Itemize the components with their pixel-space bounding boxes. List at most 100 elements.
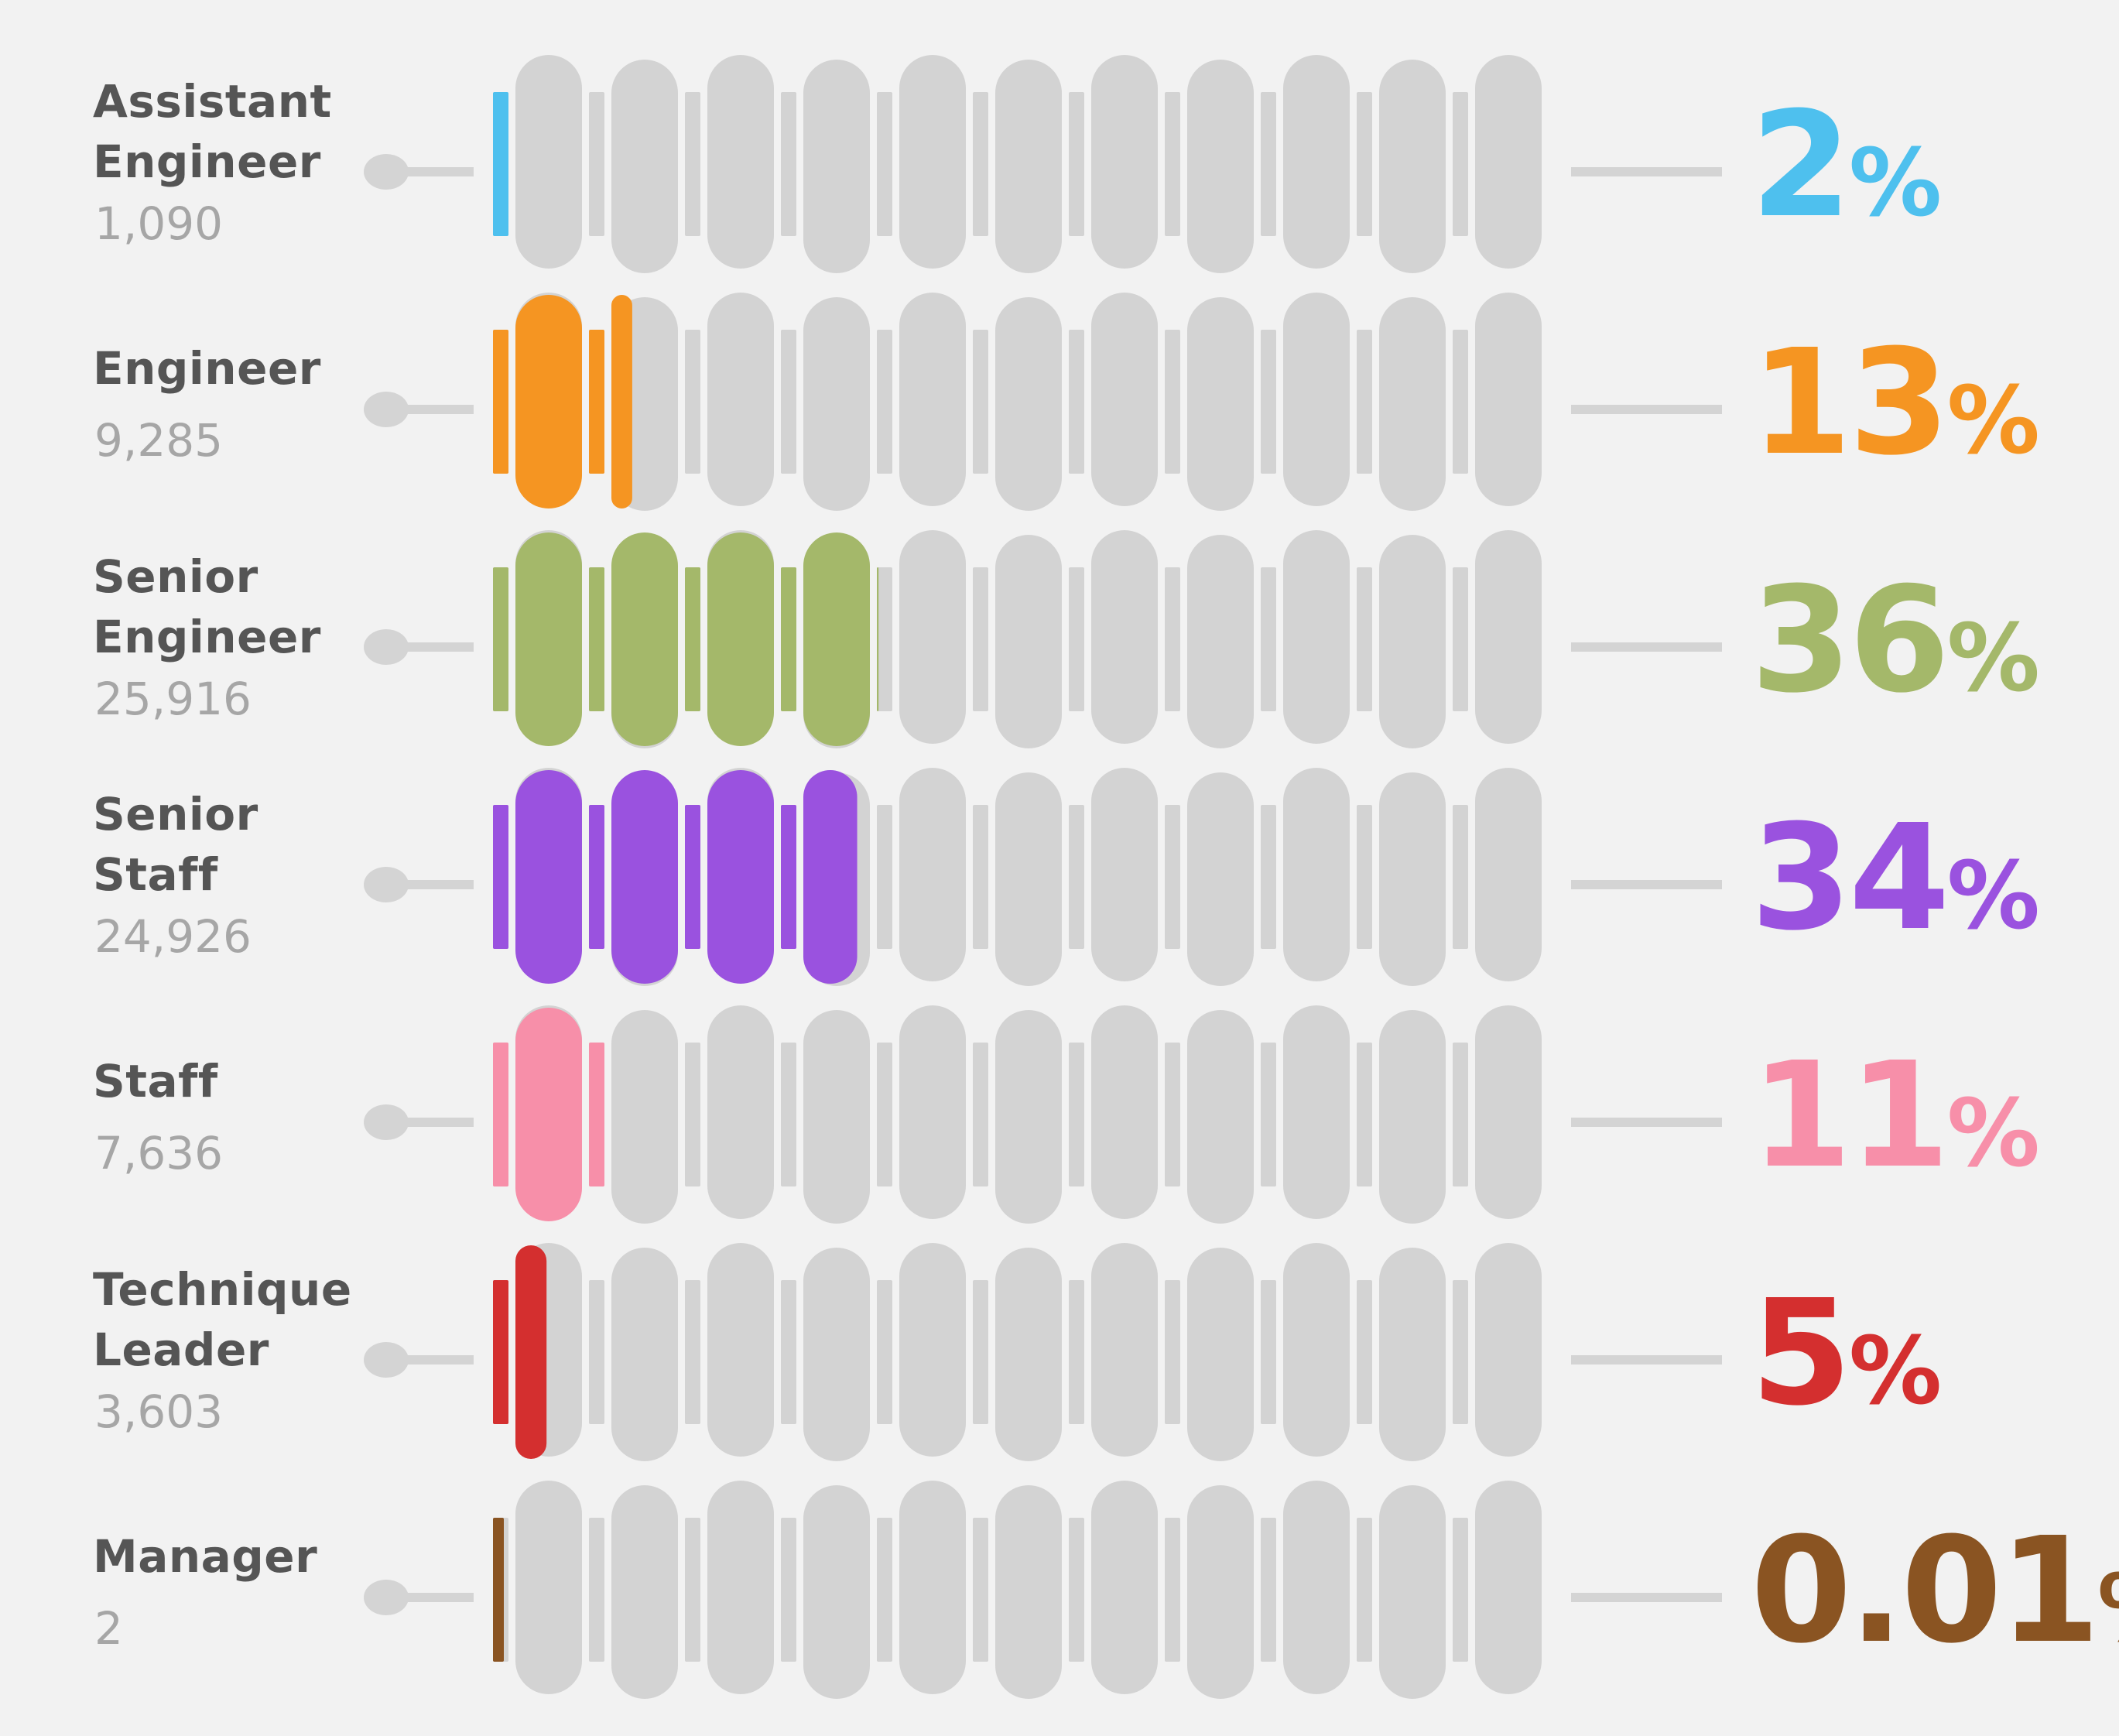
connector-line [402, 880, 474, 889]
track-column [1091, 293, 1158, 506]
track-column [899, 768, 966, 981]
connector-line [402, 167, 474, 176]
track-column [1091, 768, 1158, 981]
value-bar-fin [589, 330, 604, 474]
track-column [1475, 1243, 1542, 1457]
track-column [803, 1248, 870, 1461]
chart-row: Senior Engineer 25,916 36% [0, 523, 2119, 755]
track-fin [589, 1518, 604, 1662]
track-column [1283, 768, 1350, 981]
value-bar-column [515, 770, 582, 984]
track-column [995, 60, 1062, 273]
track-fin [1453, 92, 1468, 236]
track-fin [973, 92, 988, 236]
track-fin [685, 1043, 700, 1186]
category-label: Manager [93, 1530, 318, 1583]
track-column [1091, 55, 1158, 269]
radiator-bar [493, 1481, 1542, 1699]
chart-row: Manager 2 0.01% [0, 1474, 2119, 1706]
track-fin [877, 567, 892, 711]
track-fin [973, 330, 988, 474]
category-label: Technique Leader [93, 1263, 352, 1376]
category-count: 3,603 [94, 1385, 224, 1438]
value-bar-fin [493, 1043, 508, 1186]
radiator-bar [493, 768, 1542, 986]
track-column [515, 1481, 582, 1694]
track-fin [1453, 1518, 1468, 1662]
value-bar-fin [493, 1518, 504, 1662]
percent-value: 34 [1751, 793, 1950, 963]
percent-label: 11% [1751, 1039, 2040, 1212]
track-fin [589, 1280, 604, 1424]
track-fin [1357, 567, 1372, 711]
percent-label: 36% [1751, 563, 2040, 737]
connector-line [1571, 642, 1722, 652]
track-column [899, 293, 966, 506]
track-fin [1261, 1518, 1276, 1662]
track-column [515, 55, 582, 269]
track-fin [1261, 1280, 1276, 1424]
track-column [707, 1243, 774, 1457]
radiator-bar [493, 1005, 1542, 1224]
radiator-bar [493, 55, 1542, 273]
track-fin [1165, 1043, 1180, 1186]
track-fin [1357, 1043, 1372, 1186]
percent-sign: % [1946, 368, 2040, 475]
value-bar-fin [685, 805, 700, 949]
track-fin [1069, 1043, 1084, 1186]
track-fin [1165, 567, 1180, 711]
track-column [707, 1005, 774, 1219]
category-label: Assistant Engineer [93, 75, 332, 188]
value-bar-column [707, 532, 774, 746]
value-bar-column [515, 295, 582, 508]
track-fin [1165, 1280, 1180, 1424]
connector-line [402, 642, 474, 652]
value-bar-fin [493, 92, 508, 236]
value-bar-fin [493, 330, 508, 474]
chart-row: Senior Staff 24,926 34% [0, 761, 2119, 993]
track-fin [973, 1280, 988, 1424]
track-fin [1165, 92, 1180, 236]
track-fin [1261, 567, 1276, 711]
track-fin [1069, 1518, 1084, 1662]
track-column [803, 60, 870, 273]
track-column [1091, 530, 1158, 744]
track-fin [1069, 567, 1084, 711]
track-column [1283, 1005, 1350, 1219]
track-column [1283, 1243, 1350, 1457]
track-fin [1165, 1518, 1180, 1662]
percent-sign: % [1946, 605, 2040, 713]
track-fin [781, 1280, 796, 1424]
connector-line [1571, 1355, 1722, 1364]
category-label: Senior Staff [93, 788, 258, 901]
track-column [803, 297, 870, 511]
value-bar-column [515, 1008, 582, 1221]
track-column [995, 772, 1062, 986]
percent-value: 36 [1751, 556, 1950, 725]
track-column [1475, 1005, 1542, 1219]
track-column [1379, 1485, 1446, 1699]
track-fin [1069, 330, 1084, 474]
track-column [1187, 60, 1254, 273]
track-column [1187, 535, 1254, 748]
category-label: Engineer [93, 342, 321, 395]
track-fin [685, 330, 700, 474]
percent-sign: % [1848, 1318, 1943, 1426]
value-bar-fin [781, 805, 796, 949]
track-fin [1453, 1280, 1468, 1424]
track-column [899, 530, 966, 744]
knob-icon [364, 629, 409, 665]
track-column [899, 1481, 966, 1694]
track-fin [781, 1518, 796, 1662]
radiator-bar [493, 293, 1542, 511]
percent-label: 5% [1751, 1276, 1942, 1450]
track-column [707, 293, 774, 506]
value-bar-fin [493, 567, 508, 711]
track-fin [781, 330, 796, 474]
track-column [611, 1010, 678, 1224]
track-fin [781, 1043, 796, 1186]
track-fin [1453, 330, 1468, 474]
category-count: 1,090 [94, 197, 224, 250]
connector-line [402, 1593, 474, 1602]
value-bar-fin [589, 1043, 604, 1186]
